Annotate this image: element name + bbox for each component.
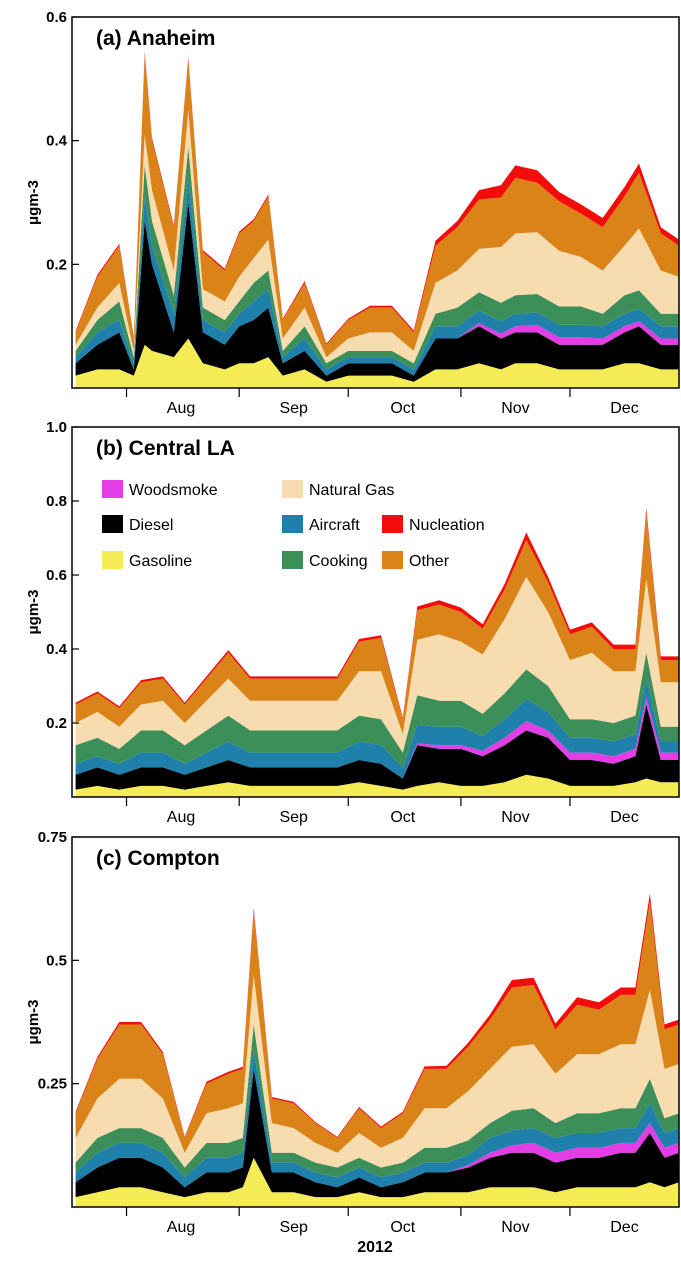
plot-frame <box>71 836 680 1208</box>
y-tick-label: 0.4 <box>46 133 68 150</box>
area-other <box>75 512 680 735</box>
legend: Woodsmoke Natural Gas Diesel Aircraft Nuclea… <box>102 480 485 570</box>
x-tick-label: Aug <box>167 809 195 826</box>
x-tick-label: Nov <box>501 1219 529 1236</box>
panels: 0.2 0.4 0.6 Aug Sep Oct Nov Dec (a) Anaheim μgm-3… <box>25 9 680 1236</box>
area-gasoline <box>75 774 680 797</box>
x-tick-label: Oct <box>390 400 415 417</box>
x-tick-label: Dec <box>610 1219 638 1236</box>
x-tick-label: Dec <box>610 400 638 417</box>
y-axis-label: μgm-3 <box>25 999 42 1044</box>
x-tick-label: Aug <box>167 400 195 417</box>
plot-frame <box>71 426 680 798</box>
x-tick-label: Aug <box>167 1219 195 1236</box>
y-tick-label: 0.6 <box>46 9 67 26</box>
y-tick-label: 0.5 <box>46 952 67 969</box>
panel-title: (a) Anaheim <box>96 27 215 50</box>
legend-swatch-other <box>382 551 403 569</box>
panel-title: (b) Central LA <box>96 437 235 460</box>
legend-label: Natural Gas <box>309 482 394 499</box>
legend-swatch-diesel <box>102 515 123 533</box>
y-tick-label: 0.75 <box>38 829 67 846</box>
y-tick-label: 0.8 <box>46 493 67 510</box>
legend-swatch-aircraft <box>282 515 303 533</box>
area-woodsmoke <box>75 202 680 376</box>
legend-label: Diesel <box>129 517 173 534</box>
y-tick-label: 0.2 <box>46 715 67 732</box>
area-diesel <box>75 1068 680 1198</box>
area-natural-gas <box>75 109 680 364</box>
y-axis-label: μgm-3 <box>25 589 42 634</box>
area-cooking <box>75 652 680 768</box>
legend-swatch-nucleation <box>382 515 403 533</box>
legend-label: Cooking <box>309 553 368 570</box>
x-tick-label: Oct <box>390 809 415 826</box>
y-axis-label: μgm-3 <box>25 180 42 225</box>
legend-swatch-cooking <box>282 551 303 569</box>
y-tick-label: 0.4 <box>46 641 68 658</box>
x-tick-label: Sep <box>279 400 308 417</box>
area-other <box>75 901 680 1153</box>
x-axis-label: 2012 <box>357 1239 393 1256</box>
legend-label: Gasoline <box>129 553 192 570</box>
x-tick-label: Nov <box>501 809 529 826</box>
y-tick-label: 0.6 <box>46 567 67 584</box>
legend-swatch-gasoline <box>102 551 123 569</box>
area-nucleation <box>75 51 680 345</box>
area-gasoline <box>75 1157 680 1207</box>
x-tick-label: Sep <box>279 1219 308 1236</box>
x-tick-label: Dec <box>610 809 638 826</box>
x-tick-label: Nov <box>501 400 529 417</box>
x-tick-label: Oct <box>390 1219 415 1236</box>
area-diesel <box>75 202 680 382</box>
y-tick-label: 0.25 <box>38 1076 67 1093</box>
panel-title: (c) Compton <box>96 847 220 870</box>
legend-swatch-woodsmoke <box>102 480 123 498</box>
area-natural-gas <box>75 576 680 753</box>
area-gasoline <box>75 338 680 388</box>
legend-label: Aircraft <box>309 517 360 534</box>
area-natural-gas <box>75 975 680 1168</box>
x-tick-label: Sep <box>279 809 308 826</box>
chart-panel-2: 0.2 0.4 0.6 0.8 1.0 Aug Sep Oct Nov Dec (b) Centra… <box>25 419 680 826</box>
area-other <box>75 54 680 358</box>
area-diesel <box>75 704 680 790</box>
y-tick-label: 0.2 <box>46 256 67 273</box>
chart-panel-3: 0.25 0.5 0.75 Aug Sep Oct Nov Dec (c) Compton μgm… <box>25 829 680 1236</box>
legend-label: Other <box>409 553 450 570</box>
legend-label: Woodsmoke <box>129 482 218 499</box>
y-tick-label: 1.0 <box>46 419 67 436</box>
legend-swatch-natural-gas <box>282 480 303 498</box>
area-aircraft <box>75 678 680 779</box>
chart-panel-1: 0.2 0.4 0.6 Aug Sep Oct Nov Dec (a) Anaheim μgm-3 <box>25 9 680 417</box>
plot-frame <box>71 16 680 389</box>
legend-label: Nucleation <box>409 517 485 534</box>
